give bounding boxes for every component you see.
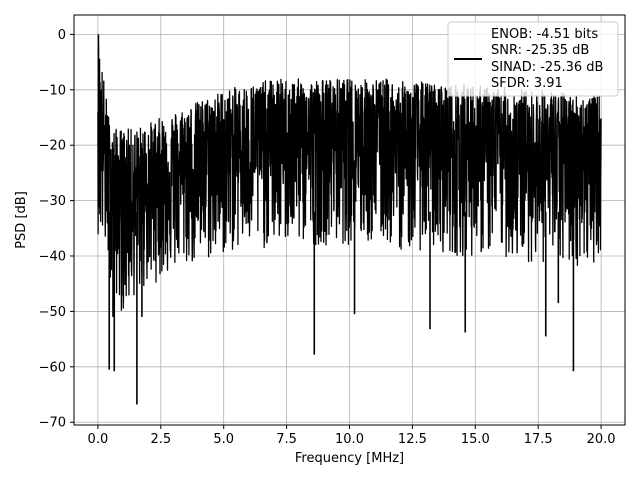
x-tick-label: 2.5 [150,432,171,447]
y-tick-label: −50 [39,305,66,320]
x-tick-label: 15.0 [461,432,490,447]
legend-sfdr: SFDR: 3.91 [491,76,563,91]
y-tick-label: 0 [58,28,66,43]
legend: ENOB: -4.51 bits SNR: -25.35 dB SINAD: -… [447,21,619,97]
y-tick-label: −70 [39,416,66,431]
y-tick-label: −60 [39,360,66,375]
x-tick-label: 10.0 [335,432,364,447]
x-tick-label: 17.5 [524,432,553,447]
y-axis-label: PSD [dB] [14,191,29,249]
psd-trace [97,45,602,311]
y-tick-label: −20 [39,139,66,154]
y-tick-label: −30 [39,194,66,209]
x-tick-label: 0.0 [88,432,109,447]
legend-box [447,21,619,97]
x-axis-label: Frequency [MHz] [295,451,404,466]
legend-sinad: SINAD: -25.36 dB [491,60,603,75]
x-tick-label: 20.0 [587,432,616,447]
y-tick-label: −10 [39,83,66,98]
x-tick-label: 7.5 [276,432,297,447]
x-tick-label: 12.5 [398,432,427,447]
psd-series-line [97,34,602,405]
legend-enob: ENOB: -4.51 bits [491,27,598,42]
y-tick-label: −40 [39,250,66,265]
axis-ticks: 0.0 2.5 5.0 7.5 10.0 12.5 15.0 17.5 20.0 0 −10 −20 −… [39,28,616,447]
x-tick-label: 5.0 [213,432,234,447]
legend-snr: SNR: -25.35 dB [491,43,589,58]
